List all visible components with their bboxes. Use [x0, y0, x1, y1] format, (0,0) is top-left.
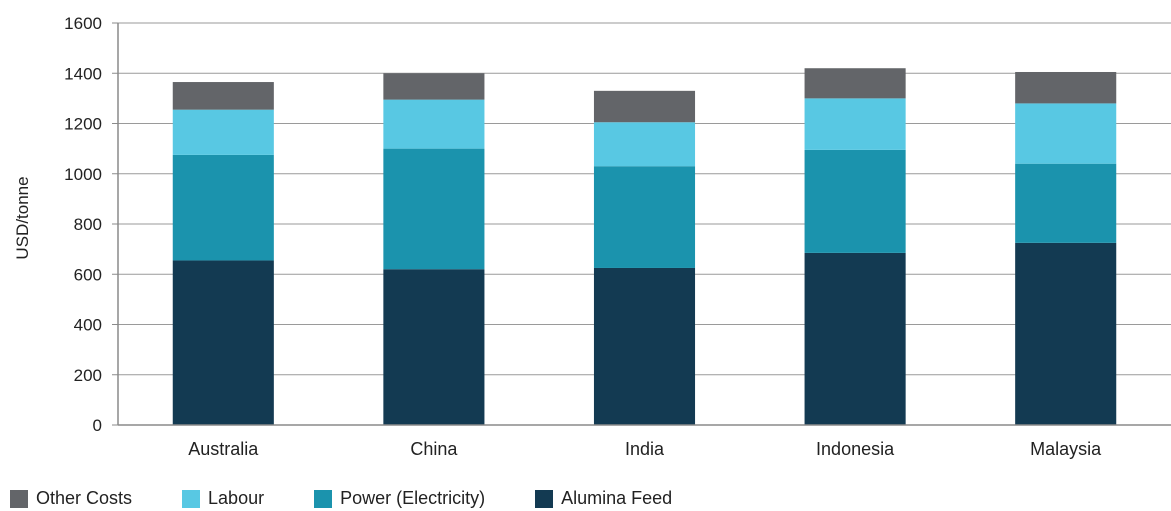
x-category-label: India [625, 439, 665, 459]
y-axis-ticks: 0 200 400 600 800 1000 1200 1400 1600 [64, 14, 118, 435]
legend: Other Costs Labour Power (Electricity) Alum… [10, 488, 722, 509]
bar-segment-labour-malaysia [1015, 103, 1117, 164]
bar-segment-other-costs-india [593, 90, 696, 123]
bar-segment-alumina-feed-indonesia [804, 252, 906, 425]
bar-segment-other-costs-malaysia [1015, 71, 1117, 104]
bar-segment-alumina-feed-malaysia [1015, 242, 1117, 425]
legend-swatch [314, 489, 333, 508]
y-tick-label: 1000 [64, 165, 102, 184]
legend-label: Other Costs [36, 488, 133, 508]
x-category-label: Malaysia [1030, 439, 1102, 459]
y-axis-label: USD/tonne [13, 176, 32, 259]
legend-label: Labour [208, 488, 265, 508]
y-tick-label: 1400 [64, 64, 102, 83]
y-tick-label: 0 [93, 416, 102, 435]
bar-segment-power-electricity-china [383, 148, 485, 270]
bar-segment-labour-china [383, 99, 485, 149]
y-tick-label: 1200 [64, 115, 102, 134]
legend-swatch [535, 489, 554, 508]
x-category-label: China [410, 439, 458, 459]
stacked-bar-chart: 0 200 400 600 800 1000 1200 1400 1600 Australia C… [13, 14, 1171, 459]
bar-segment-alumina-feed-china [383, 269, 485, 425]
legend-item: Power (Electricity) [314, 488, 485, 509]
y-tick-label: 400 [74, 316, 102, 335]
bar-segment-labour-australia [172, 109, 274, 155]
bars [172, 68, 1117, 425]
bar-segment-other-costs-indonesia [804, 68, 906, 99]
legend-item: Labour [182, 488, 264, 509]
bar-segment-labour-indonesia [804, 98, 906, 150]
bar-segment-labour-india [593, 122, 696, 167]
bar-segment-power-electricity-indonesia [804, 149, 906, 253]
x-category-label: Australia [188, 439, 259, 459]
legend-item: Other Costs [10, 488, 132, 509]
bar-segment-other-costs-china [383, 73, 485, 100]
y-tick-label: 800 [74, 215, 102, 234]
x-category-label: Indonesia [816, 439, 895, 459]
bar-segment-power-electricity-india [593, 166, 696, 268]
legend-label: Power (Electricity) [340, 488, 486, 508]
bar-segment-alumina-feed-india [593, 267, 696, 425]
legend-label: Alumina Feed [561, 488, 673, 508]
bar-segment-power-electricity-malaysia [1015, 163, 1117, 243]
legend-item: Alumina Feed [535, 488, 672, 509]
y-tick-label: 200 [74, 366, 102, 385]
legend-swatch [182, 489, 201, 508]
x-axis-categories: Australia China India Indonesia Malaysia [188, 439, 1102, 459]
y-tick-label: 600 [74, 265, 102, 284]
legend-swatch [10, 489, 28, 508]
bar-segment-alumina-feed-australia [172, 260, 274, 425]
bar-segment-other-costs-australia [172, 82, 274, 110]
bar-segment-power-electricity-australia [172, 154, 274, 261]
y-tick-label: 1600 [64, 14, 102, 33]
